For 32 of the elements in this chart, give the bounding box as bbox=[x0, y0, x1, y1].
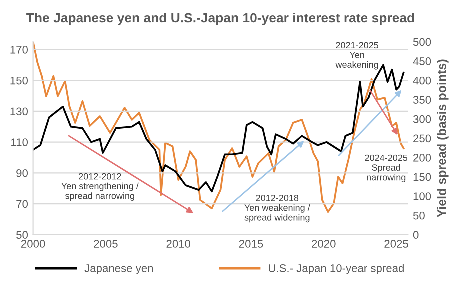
x-tick-label: 2015 bbox=[239, 240, 264, 248]
y-tick-label: 150 bbox=[10, 76, 28, 85]
y2-tick-label: 400 bbox=[413, 76, 432, 85]
x-tick-label: 2000 bbox=[22, 240, 46, 248]
y2-tick-label: 450 bbox=[413, 58, 432, 66]
y-tick-label: 110 bbox=[12, 138, 28, 146]
annotation: 2012-2012 Yen strengthening / spread narrowing bbox=[62, 173, 139, 201]
x-tick-label: 2010 bbox=[166, 240, 191, 248]
annotation: 2012-2018 Yen weakening / spread widening bbox=[244, 194, 310, 223]
y2-tick-label: 350 bbox=[413, 96, 432, 104]
y-tick-label: 170 bbox=[10, 46, 28, 54]
x-tick-label: 2025 bbox=[384, 240, 408, 248]
y-tick-label: 90 bbox=[16, 169, 28, 178]
y2-tick-label: 150 bbox=[414, 173, 432, 182]
y-tick-label: 50 bbox=[16, 231, 28, 240]
legend-label: U.S.- Japan 10-year spread bbox=[269, 264, 404, 275]
y2-tick-label: 300 bbox=[413, 115, 432, 124]
y2-tick-label: 500 bbox=[413, 38, 432, 46]
y2-tick-label: 250 bbox=[414, 134, 432, 143]
y2-tick-label: 50 bbox=[413, 212, 425, 220]
y2-tick-label: 0 bbox=[413, 231, 419, 240]
annotation: 2021-2025 Yen weakening bbox=[336, 42, 379, 70]
y-tick-label: 70 bbox=[16, 200, 28, 208]
annotation: 2024-2025 Spread narrowing bbox=[365, 154, 408, 182]
y2-axis-title: Yield spread (basis points) bbox=[437, 60, 449, 218]
x-tick-label: 2005 bbox=[94, 240, 118, 248]
legend-label: Japanese yen bbox=[84, 264, 154, 275]
y-tick-label: 130 bbox=[10, 108, 28, 116]
x-tick-label: 2020 bbox=[312, 240, 336, 248]
y2-tick-label: 100 bbox=[414, 192, 432, 200]
chart-title: The Japanese yen and U.S.-Japan 10-year interest rate spread bbox=[26, 12, 414, 26]
y2-tick-label: 200 bbox=[414, 154, 432, 162]
